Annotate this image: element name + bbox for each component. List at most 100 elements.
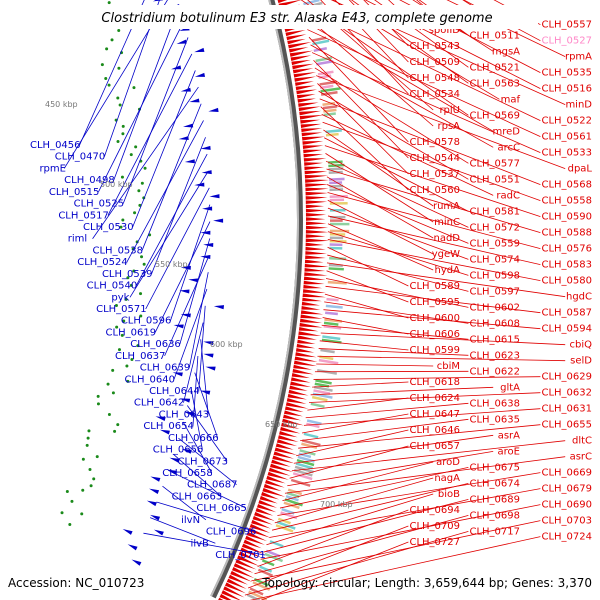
cog-stripe [316, 59, 334, 66]
gene-labels: minEobgECLH_0557spoIIDCLH_0511CLH_0527CL… [30, 9, 592, 561]
reverse-gene-arrow [150, 514, 161, 521]
forward-gene-arrow [262, 487, 286, 497]
gene-label-forward: CLH_0535 [541, 68, 592, 79]
leader-line [327, 215, 541, 266]
leader-line [305, 21, 494, 132]
leader-line [271, 482, 469, 531]
leader-line [303, 408, 541, 426]
cog-stripe [323, 112, 336, 117]
forward-gene-arrow [304, 263, 329, 268]
leader-line [179, 238, 211, 345]
gene-label-forward: CLH_0599 [409, 345, 460, 356]
reverse-gene-arrow [172, 372, 183, 377]
gene-label-forward: CLH_0694 [409, 505, 460, 516]
gene-label-forward: CLH_0543 [409, 41, 460, 52]
forward-gene-arrow [305, 234, 326, 238]
gene-label-forward: CLH_0559 [469, 238, 520, 249]
map-title: Clostridium botulinum E3 str. Alaska E43… [101, 11, 492, 26]
gene-label-forward: dpaL [568, 164, 593, 175]
cog-stripe [329, 215, 346, 219]
leader-line [287, 450, 494, 487]
cog-stripe [313, 385, 333, 392]
forward-gene-arrow [305, 225, 329, 230]
reverse-gene-arrow [159, 429, 170, 435]
gene-label-forward: CLH_0583 [541, 260, 592, 271]
gene-label-reverse: CLH_0538 [93, 245, 144, 256]
leader-line [327, 184, 469, 244]
leader-line [327, 192, 541, 250]
label-leader-lines [63, 0, 566, 600]
scale-tick [120, 175, 124, 179]
gene-label-reverse: CLH_0696 [206, 527, 257, 538]
gene-tracks [60, 0, 350, 600]
leader-line [320, 0, 409, 95]
leader-line [260, 541, 409, 600]
leader-line [326, 262, 566, 298]
gene-label-reverse: CLH_0642 [134, 398, 185, 409]
leader-line [317, 83, 409, 175]
forward-gene-arrow [294, 356, 318, 362]
gene-label-reverse: CLH_0619 [106, 327, 157, 338]
gene-label-forward: CLH_0608 [469, 318, 520, 329]
gene-label-forward: CLH_0629 [541, 372, 592, 383]
gene-label-forward: cbiM [437, 361, 460, 372]
scale-tick [68, 522, 72, 526]
forward-gene-arrow [297, 339, 316, 344]
scale-tick [116, 423, 120, 427]
gene-label-forward: CLH_0587 [541, 308, 592, 319]
leader-line [113, 4, 180, 181]
leader-line [317, 355, 566, 362]
gene-label-forward: CLH_0689 [469, 494, 520, 505]
forward-gene-arrow [285, 30, 306, 37]
gene-label-forward: gltA [500, 382, 520, 393]
gene-label-reverse: CLH_0470 [55, 152, 106, 163]
leader-line [289, 445, 409, 479]
forward-gene-arrow [295, 348, 315, 353]
cog-stripe [322, 335, 341, 341]
scale-tick [113, 429, 117, 433]
reverse-gene-arrow [184, 159, 195, 164]
gene-label-reverse: CLH_0517 [58, 210, 109, 221]
gene-label-reverse: CLH_0524 [77, 257, 128, 268]
forward-gene-arrow [305, 221, 327, 226]
cog-stripe [329, 256, 347, 261]
reverse-gene-arrow [146, 500, 157, 507]
leader-line [323, 129, 434, 207]
leader-line [321, 114, 494, 196]
leader-line [327, 239, 541, 282]
forward-gene-arrow [299, 322, 323, 328]
scale-tick [126, 276, 130, 280]
gene-label-forward: CLH_0551 [469, 174, 520, 185]
leader-line [313, 376, 541, 380]
gene-label-forward: CLH_0690 [541, 500, 592, 511]
forward-gene-arrow [295, 81, 314, 87]
gene-label-forward: radC [496, 190, 520, 201]
cog-stripe [329, 194, 348, 198]
forward-gene-arrow [300, 314, 323, 319]
gene-label-forward: spoIID [429, 25, 461, 36]
gene-label-forward: arcC [498, 142, 521, 153]
forward-gene-arrow [286, 397, 307, 404]
reverse-gene-arrow [149, 488, 160, 495]
forward-gene-arrow [274, 447, 297, 456]
forward-gene-arrow [305, 183, 329, 188]
leader-line [327, 223, 434, 271]
gene-label-forward: CLH_0522 [541, 116, 592, 127]
forward-gene-arrow [249, 523, 271, 534]
reverse-gene-arrow [179, 289, 190, 294]
gene-label-forward: CLH_0674 [469, 478, 520, 489]
reverse-gene-arrow [169, 457, 180, 463]
gene-label-reverse: CLH_0456 [30, 140, 81, 151]
scale-tick [111, 391, 115, 395]
cog-stripe [329, 198, 345, 202]
forward-gene-arrow [248, 527, 271, 538]
gene-label-reverse: CLH_0596 [121, 316, 172, 327]
gene-label-forward: hydA [435, 265, 461, 276]
leader-line [310, 386, 494, 396]
scale-tick [136, 344, 140, 348]
leader-line [188, 272, 209, 368]
leader-line [322, 121, 541, 202]
gene-label-reverse: CLH_0666 [168, 433, 219, 444]
leader-line [314, 67, 469, 164]
gene-label-forward: selD [570, 356, 592, 367]
